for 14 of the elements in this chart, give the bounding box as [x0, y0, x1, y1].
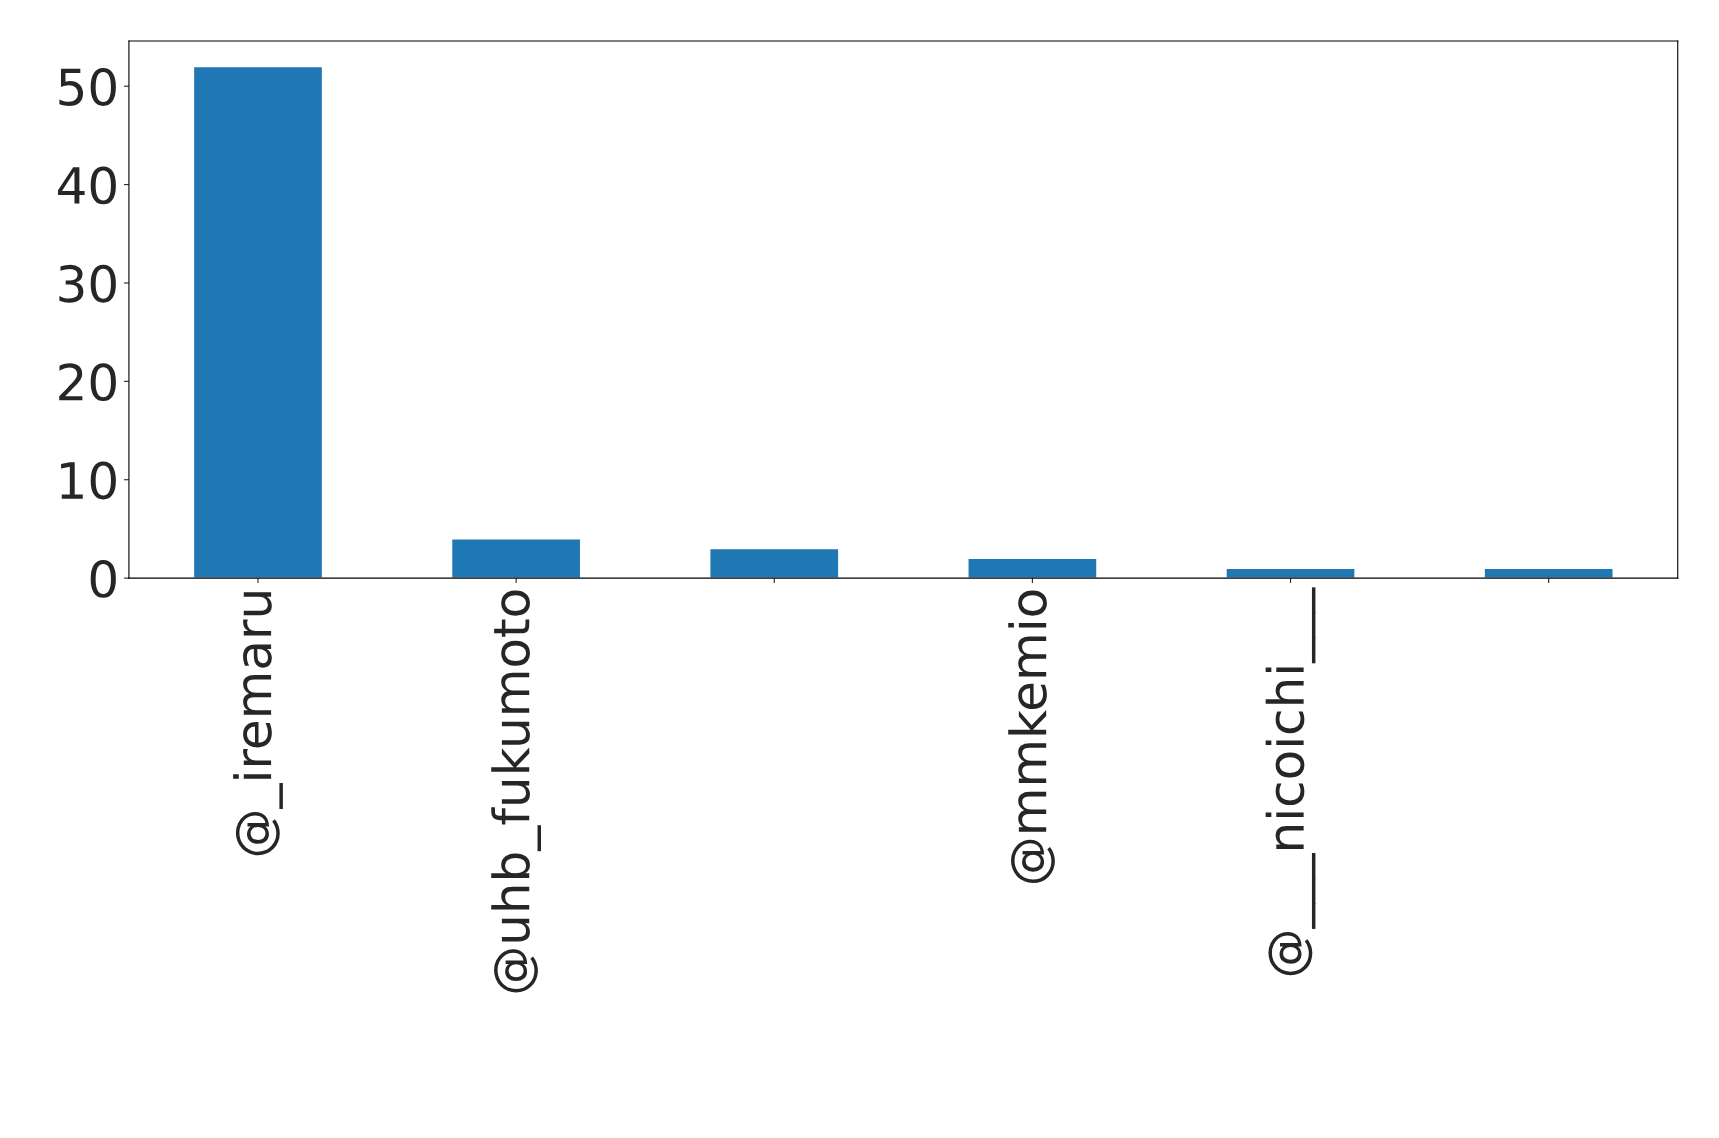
- bar: [192, 65, 324, 579]
- x-tick-label: @mmkemio: [1008, 590, 1055, 884]
- x-tick-label: @___nicoichi___: [1265, 587, 1316, 976]
- y-tick-label: 40: [58, 166, 116, 205]
- y-tick-label: 10: [61, 461, 116, 500]
- y-tick-label: 20: [59, 363, 116, 402]
- x-tick-label: @_iremaru: [233, 592, 283, 856]
- y-tick-label: 0: [90, 559, 116, 598]
- bar: [967, 557, 1098, 579]
- x-tick-label: @uhb_fukumoto: [491, 590, 542, 993]
- y-tick-label: 50: [59, 68, 116, 106]
- bar: [709, 547, 840, 579]
- y-tick-label: 30: [59, 264, 116, 303]
- bar: [450, 538, 582, 579]
